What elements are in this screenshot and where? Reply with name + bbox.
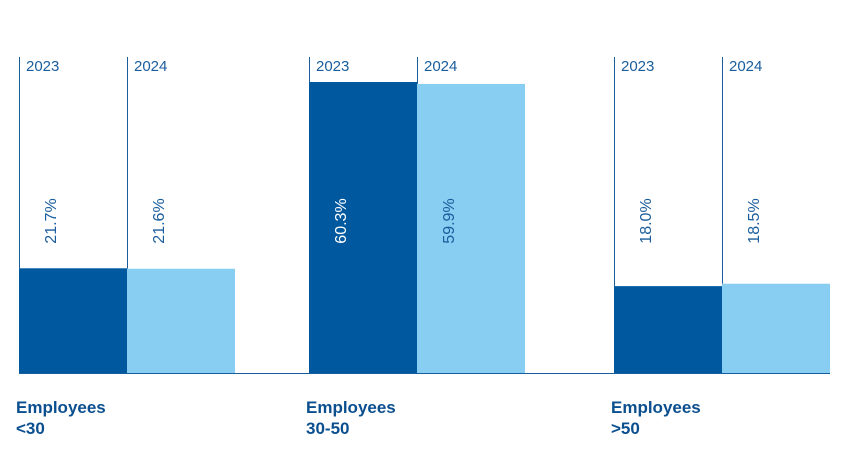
value-label: 60.3% — [333, 198, 350, 243]
category-label-line2: >50 — [611, 419, 640, 438]
year-label: 2024 — [424, 58, 457, 75]
category-label-line2: 30-50 — [306, 419, 350, 438]
value-label: 59.9% — [441, 198, 458, 243]
category-label-under-30: Employees <30 — [16, 397, 106, 439]
category-label-line1: Employees — [611, 398, 701, 417]
bar-2024 — [417, 83, 525, 373]
bar-2023 — [614, 286, 722, 373]
year-label: 2023 — [316, 58, 349, 75]
bar-2024 — [127, 268, 235, 373]
bar-2023 — [19, 268, 127, 373]
value-label: 18.5% — [746, 198, 763, 243]
value-label: 21.6% — [151, 198, 168, 243]
bar-2023 — [309, 82, 417, 373]
year-label: 2023 — [26, 58, 59, 75]
category-label-line1: Employees — [306, 398, 396, 417]
year-label: 2023 — [621, 58, 654, 75]
year-label: 2024 — [729, 58, 762, 75]
value-label: 21.7% — [43, 198, 60, 243]
year-label: 2024 — [134, 58, 167, 75]
category-label-line2: <30 — [16, 419, 45, 438]
category-label-over-50: Employees >50 — [611, 397, 701, 439]
bar-2024 — [722, 283, 830, 373]
category-label-line1: Employees — [16, 398, 106, 417]
value-label: 18.0% — [638, 198, 655, 243]
category-label-30-50: Employees 30-50 — [306, 397, 396, 439]
